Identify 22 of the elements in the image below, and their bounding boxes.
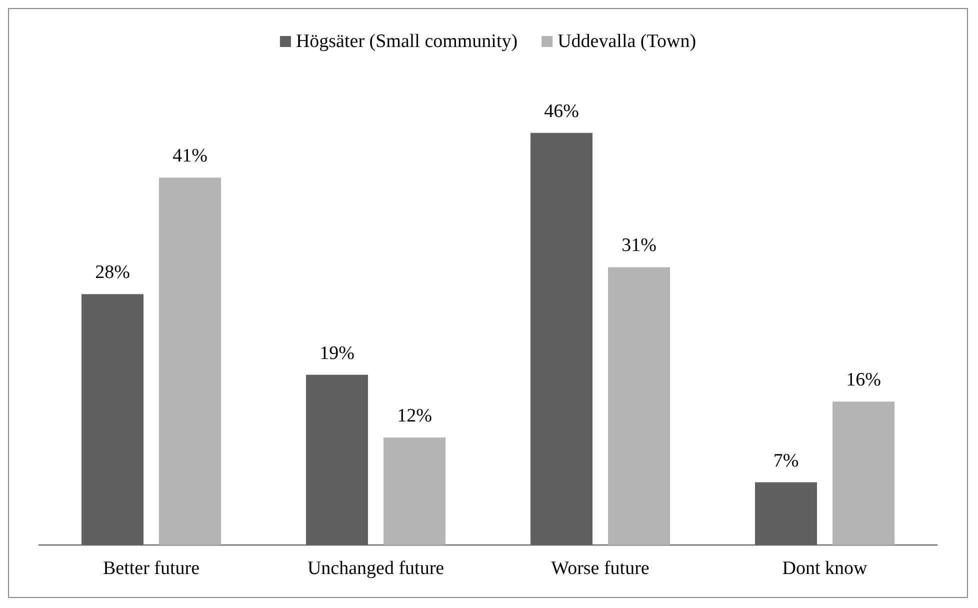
data-label: 28% [95,262,130,284]
data-label: 31% [622,235,657,256]
data-label: 46% [544,100,580,122]
bar [384,437,446,545]
bar [755,482,817,545]
x-tick-label: Unchanged future [307,558,444,579]
data-label: 7% [773,450,799,472]
data-label: 19% [320,342,355,364]
bar [159,178,221,545]
data-label: 12% [397,405,432,426]
data-label: 16% [846,370,882,391]
x-tick-label: Better future [102,558,200,579]
legend-label: Uddevalla (Town) [558,31,696,52]
bar [530,132,592,545]
bar [306,374,368,545]
x-tick-label: Dont know [782,558,868,579]
bar [832,402,894,545]
data-label: 41% [172,146,208,167]
bar [608,267,670,545]
bar [82,294,144,545]
x-tick-label: Worse future [551,558,650,579]
legend-label: Högsäter (Small community) [296,31,518,52]
